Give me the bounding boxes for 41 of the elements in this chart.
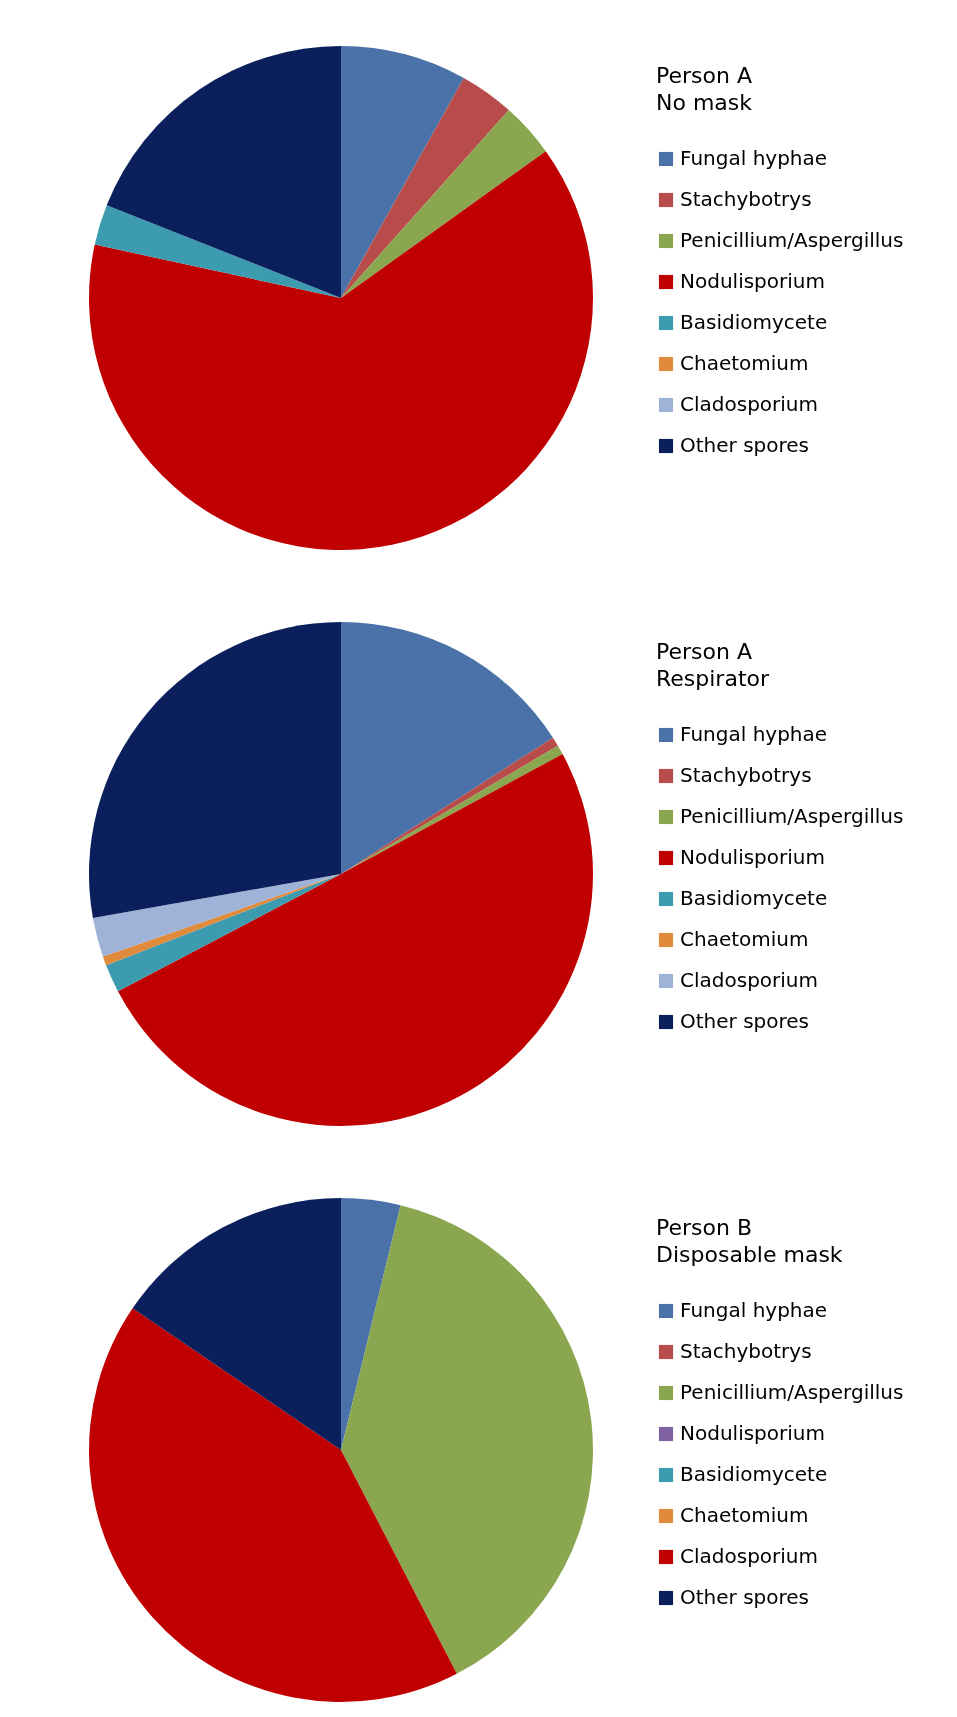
pie-slice	[341, 77, 509, 298]
legend-label: Basidiomycete	[680, 310, 828, 334]
pie-slice	[106, 46, 341, 298]
legend-label: Stachybotrys	[680, 187, 812, 211]
pie-slice	[89, 1308, 457, 1702]
legend-label: Nodulisporium	[680, 845, 825, 869]
legend-label: Nodulisporium	[680, 1421, 825, 1445]
legend-label: Chaetomium	[680, 1503, 809, 1527]
legend-label: Penicillium/Aspergillus	[680, 228, 904, 252]
pie-slice	[341, 46, 464, 298]
pie-slice	[117, 753, 593, 1126]
pie-slice	[132, 1198, 341, 1450]
legend-label: Stachybotrys	[680, 763, 812, 787]
legend-label: Cladosporium	[680, 392, 818, 416]
legend-label: Penicillium/Aspergillus	[680, 804, 904, 828]
pie-slice	[341, 1198, 401, 1450]
legend-label: Nodulisporium	[680, 269, 825, 293]
legend-label: Cladosporium	[680, 968, 818, 992]
legend-label: Chaetomium	[680, 351, 809, 375]
text: Person B Disposable mask	[656, 1215, 843, 1267]
pie-slice	[89, 622, 341, 919]
pie-slice	[341, 622, 553, 874]
legend-label: Cladosporium	[680, 1544, 818, 1568]
pie-slice	[106, 874, 341, 992]
text: Person A Respirator	[656, 639, 770, 691]
legend-label: Basidiomycete	[680, 1462, 828, 1486]
pie-slice	[94, 205, 341, 298]
legend-label: Fungal hyphae	[680, 722, 828, 746]
text: Person A No mask	[656, 63, 753, 115]
legend-label: Fungal hyphae	[680, 146, 828, 170]
pie-slice	[341, 110, 546, 298]
pie-slice	[89, 151, 593, 550]
pie-slice	[341, 1205, 593, 1674]
legend-label: Other spores	[680, 1009, 810, 1033]
legend-label: Penicillium/Aspergillus	[680, 1380, 904, 1404]
legend-label: Other spores	[680, 1585, 810, 1609]
legend-label: Fungal hyphae	[680, 1298, 828, 1322]
legend-label: Stachybotrys	[680, 1339, 812, 1363]
legend-label: Basidiomycete	[680, 886, 828, 910]
legend-label: Chaetomium	[680, 927, 809, 951]
legend-label: Other spores	[680, 433, 810, 457]
